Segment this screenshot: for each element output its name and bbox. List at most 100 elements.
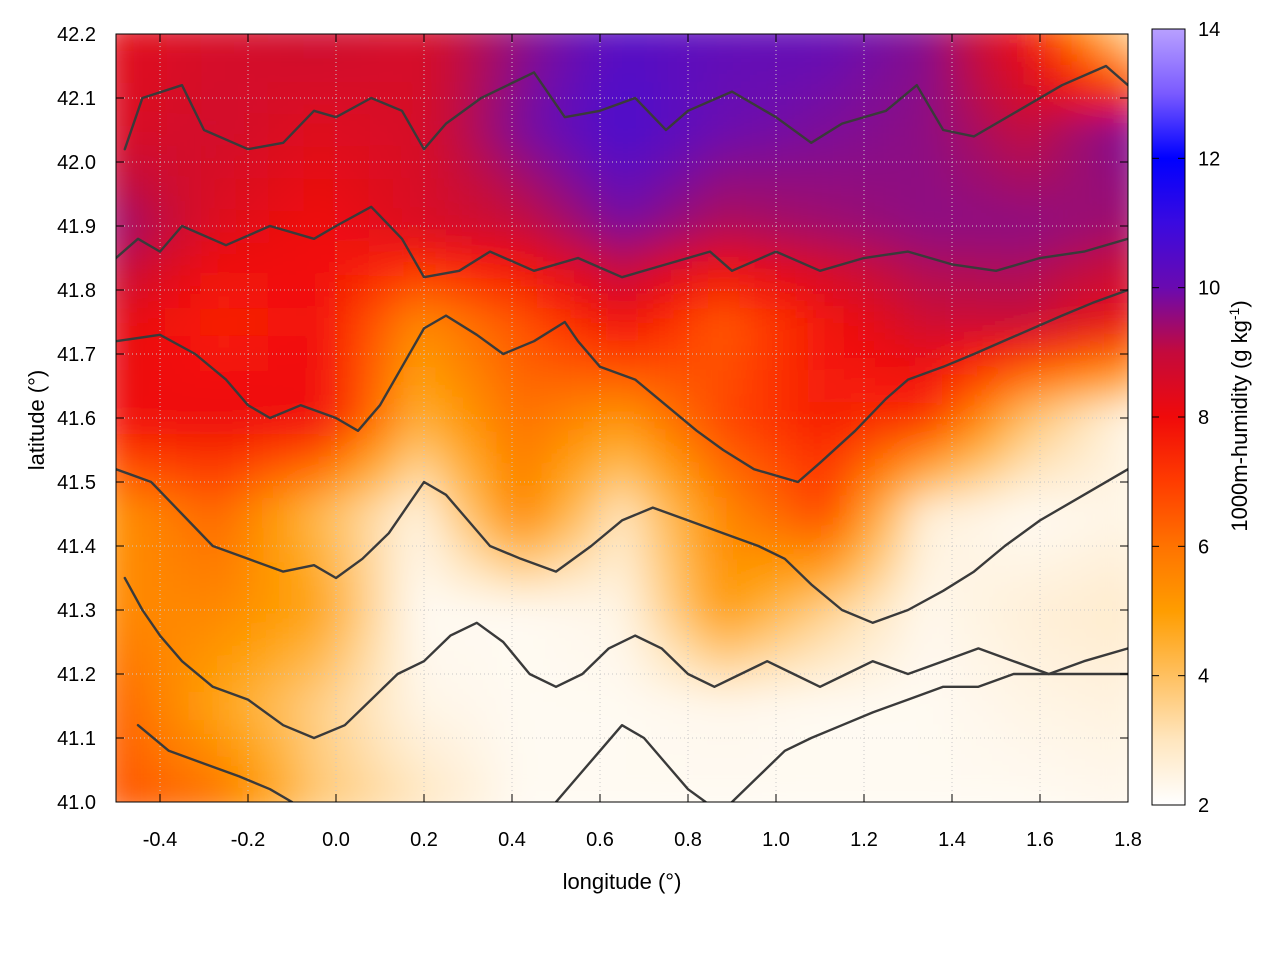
heatmap-cell <box>1009 690 1045 723</box>
colorbar-tick-label: 12 <box>1198 148 1220 170</box>
heatmap-cell <box>132 274 168 307</box>
heatmap-cell <box>807 754 843 787</box>
heatmap-cell <box>537 530 573 563</box>
heatmap-cell <box>537 498 573 531</box>
heatmap-cell <box>132 34 168 51</box>
heatmap-cell <box>537 402 573 435</box>
heatmap-cell <box>166 626 202 659</box>
heatmap-cell <box>200 146 236 179</box>
heatmap-cell <box>234 242 269 275</box>
heatmap-cell <box>1111 34 1128 51</box>
heatmap-cell <box>1077 754 1113 787</box>
heatmap-cell <box>116 306 134 339</box>
heatmap-cell <box>942 210 978 243</box>
heatmap-cell <box>740 114 775 147</box>
heatmap-cell <box>1111 786 1128 802</box>
heatmap-cell <box>470 274 505 307</box>
heatmap-cell <box>402 562 438 595</box>
heatmap-cell <box>841 722 876 755</box>
heatmap-cell <box>132 402 168 435</box>
heatmap-cell <box>908 338 944 371</box>
heatmap-cell <box>234 530 269 563</box>
heatmap-cell <box>773 34 809 51</box>
heatmap-cell <box>807 34 843 51</box>
heatmap-cell <box>773 626 809 659</box>
heatmap-cell <box>116 626 134 659</box>
heatmap-cell <box>436 466 472 499</box>
heatmap-cell <box>267 530 303 563</box>
heatmap-cell <box>908 370 944 403</box>
heatmap-cell <box>773 274 809 307</box>
heatmap-cell <box>436 338 472 371</box>
heatmap-cell <box>537 722 573 755</box>
heatmap-cell <box>571 562 607 595</box>
heatmap-cell <box>1043 178 1079 211</box>
heatmap-cell <box>1077 786 1113 802</box>
heatmap-cell <box>1111 402 1128 435</box>
heatmap-cell <box>976 178 1011 211</box>
heatmap-cell <box>571 434 607 467</box>
heatmap-cell <box>740 210 775 243</box>
heatmap-cell <box>942 722 978 755</box>
heatmap-cell <box>942 274 978 307</box>
heatmap-cell <box>1009 594 1045 627</box>
heatmap-cell <box>132 242 168 275</box>
heatmap-cell <box>234 274 269 307</box>
heatmap-cell <box>436 658 472 691</box>
heatmap-cell <box>976 370 1011 403</box>
heatmap-cell <box>740 50 775 83</box>
heatmap-cell <box>1043 626 1079 659</box>
heatmap-cell <box>740 626 775 659</box>
heatmap-cell <box>369 146 404 179</box>
heatmap-cell <box>200 82 236 115</box>
heatmap-cell <box>605 658 640 691</box>
heatmap-cell <box>571 306 607 339</box>
heatmap-cell <box>267 370 303 403</box>
heatmap-cell <box>908 210 944 243</box>
heatmap-cell <box>537 370 573 403</box>
heatmap-cell <box>976 82 1011 115</box>
colorbar-tick-label: 2 <box>1198 795 1209 817</box>
heatmap-cell <box>470 210 505 243</box>
heatmap-cell <box>166 306 202 339</box>
heatmap-cell <box>908 242 944 275</box>
heatmap-cell <box>301 530 337 563</box>
heatmap-cell <box>267 498 303 531</box>
heatmap-cell <box>503 434 539 467</box>
heatmap-cell <box>200 722 236 755</box>
heatmap-cell <box>841 34 876 51</box>
heatmap-cell <box>132 210 168 243</box>
heatmap-cell <box>166 50 202 83</box>
heatmap-cell <box>234 338 269 371</box>
heatmap-cell <box>706 50 742 83</box>
heatmap-cell <box>875 626 910 659</box>
heatmap-cell <box>976 562 1011 595</box>
heatmap-cell <box>234 466 269 499</box>
heatmap-cell <box>369 34 404 51</box>
heatmap-cell <box>571 178 607 211</box>
heatmap-cell <box>908 754 944 787</box>
heatmap-cell <box>369 690 404 723</box>
heatmap-cell <box>537 594 573 627</box>
heatmap-cell <box>908 402 944 435</box>
colorbar-label-superscript: -1 <box>1226 307 1242 320</box>
heatmap-cell <box>301 210 337 243</box>
heatmap-cells <box>116 34 1128 802</box>
heatmap-cell <box>740 754 775 787</box>
heatmap-cell <box>402 34 438 51</box>
heatmap-cell <box>234 690 269 723</box>
heatmap-cell <box>773 338 809 371</box>
heatmap-cell <box>1043 786 1079 802</box>
heatmap-cell <box>267 306 303 339</box>
heatmap-cell <box>1009 722 1045 755</box>
heatmap-cell <box>200 34 236 51</box>
heatmap-cell <box>1009 466 1045 499</box>
x-tick-label: 0.2 <box>410 829 438 851</box>
heatmap-cell <box>301 722 337 755</box>
heatmap-cell <box>436 594 472 627</box>
heatmap-cell <box>470 690 505 723</box>
heatmap-cell <box>908 114 944 147</box>
heatmap-cell <box>1111 498 1128 531</box>
heatmap-cell <box>976 466 1011 499</box>
heatmap-cell <box>908 786 944 802</box>
